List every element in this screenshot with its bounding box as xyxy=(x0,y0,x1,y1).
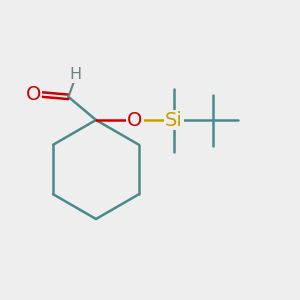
Text: O: O xyxy=(127,110,143,130)
Text: Si: Si xyxy=(165,110,183,130)
Text: O: O xyxy=(26,85,41,104)
Text: H: H xyxy=(69,68,81,82)
